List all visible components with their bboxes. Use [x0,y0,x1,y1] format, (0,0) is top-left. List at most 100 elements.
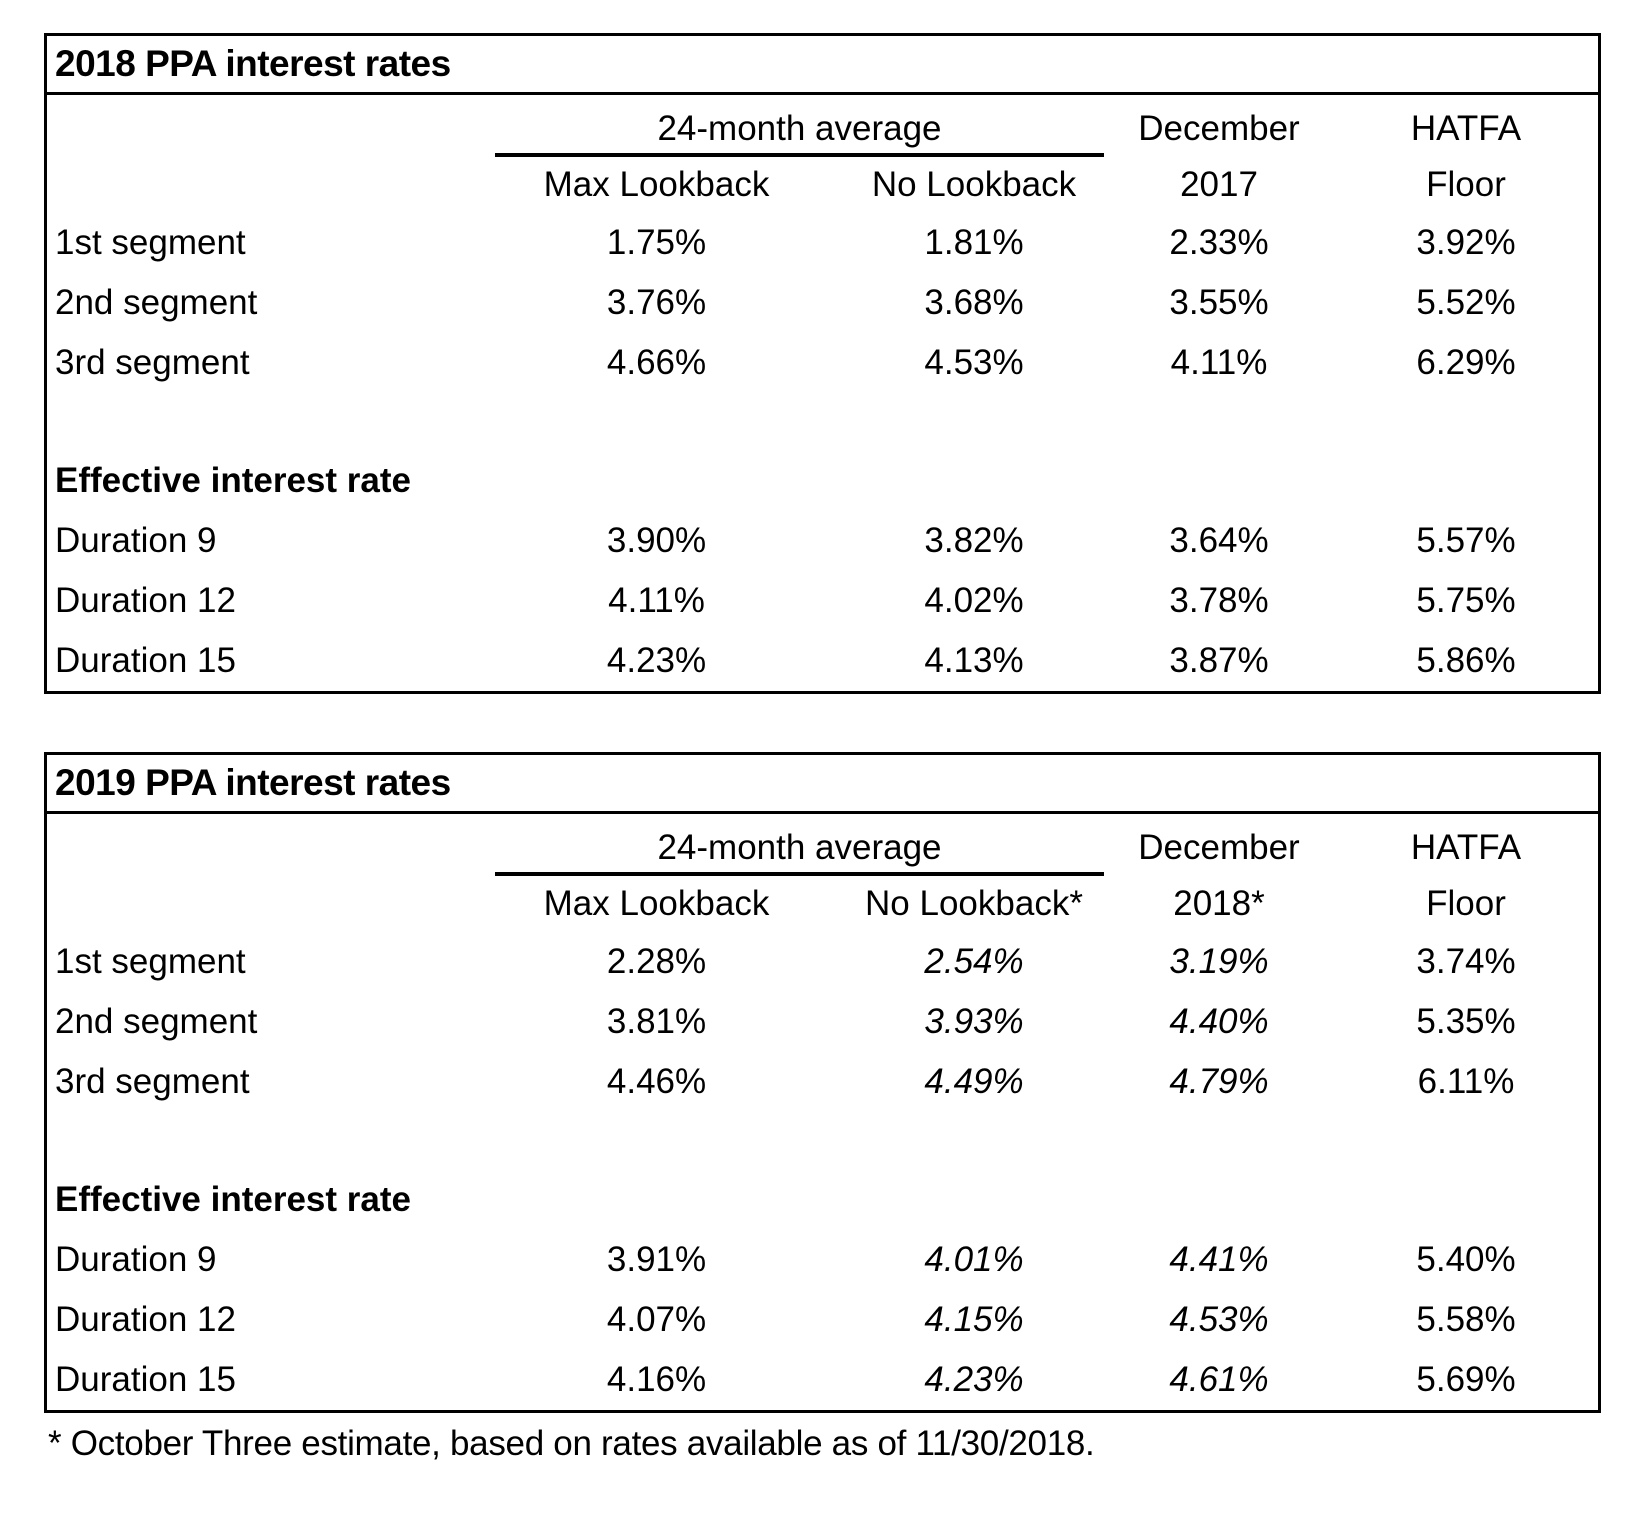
cell-value: 5.35% [1416,1002,1516,1041]
cell-value: 4.13% [924,641,1024,680]
cell-value-estimate: 4.61% [1169,1360,1269,1399]
row-label: Duration 12 [55,581,236,620]
section-header: Effective interest rate [55,1180,411,1219]
cell-value: 3.90% [606,521,707,560]
cell-value-estimate: 4.53% [1169,1300,1269,1339]
col-header-floor: Floor [1426,165,1506,204]
cell-value: 2.28% [606,942,707,981]
spacer-row [47,1112,1598,1170]
cell-value: 4.07% [606,1300,707,1339]
row-label: Duration 12 [55,1300,236,1339]
col-header-december: December [1138,828,1300,867]
cell-value: 5.40% [1416,1240,1516,1279]
cell-value: 3.68% [924,283,1024,322]
cell-value: 3.91% [606,1240,707,1279]
col-header-hatfa: HATFA [1410,828,1522,867]
cell-value: 1.75% [606,223,707,262]
cell-value: 5.57% [1416,521,1516,560]
col-header-floor: Floor [1426,884,1506,923]
cell-value: 3.64% [1169,521,1269,560]
cell-value-estimate: 3.19% [1169,942,1269,981]
ppa-table-2019: 2019 PPA interest rates 24-month average… [44,752,1601,1413]
cell-value: 3.76% [606,283,707,322]
table-row-duration-9: Duration 9 3.90% 3.82% 3.64% 5.57% [47,511,1598,571]
row-label: 2nd segment [55,1002,258,1041]
row-label: Duration 9 [55,521,217,560]
row-label: Duration 15 [55,641,236,680]
cell-value: 4.11% [608,581,705,620]
cell-value: 3.81% [606,1002,707,1041]
cell-value: 4.66% [606,343,707,382]
col-header-no-lookback: No Lookback* [865,884,1083,923]
cell-value: 6.29% [1416,343,1516,382]
col-header-year: 2018* [1173,884,1265,923]
table-row-effective-interest-rate: Effective interest rate [47,451,1598,511]
table-title-2019: 2019 PPA interest rates [47,755,1598,814]
row-label: 1st segment [55,942,246,981]
cell-value: 2.33% [1169,223,1269,262]
cell-value-estimate: 3.93% [924,1002,1024,1041]
cell-value: 5.58% [1416,1300,1516,1339]
row-label: 1st segment [55,223,246,262]
header-row-group: 24-month average December HATFA [47,814,1598,876]
col-header-max-lookback: Max Lookback [543,884,770,923]
cell-value: 3.55% [1169,283,1269,322]
table-row-1st-segment: 1st segment 1.75% 1.81% 2.33% 3.92% [47,213,1598,273]
col-header-no-lookback: No Lookback [871,165,1077,204]
row-label: 3rd segment [55,1062,250,1101]
cell-value: 4.46% [606,1062,707,1101]
cell-value: 1.81% [924,223,1024,262]
cell-value: 4.11% [1170,343,1268,382]
row-label: 2nd segment [55,283,258,322]
header-row-sub: Max Lookback No Lookback* 2018* Floor [47,876,1598,932]
cell-value: 4.23% [606,641,707,680]
table-row-duration-12: Duration 12 4.11% 4.02% 3.78% 5.75% [47,571,1598,631]
cell-value: 3.92% [1416,223,1516,262]
cell-value-estimate: 4.79% [1169,1062,1269,1101]
table-row-3rd-segment: 3rd segment 4.46% 4.49% 4.79% 6.11% [47,1052,1598,1112]
table-row-duration-12: Duration 12 4.07% 4.15% 4.53% 5.58% [47,1290,1598,1350]
row-label: 3rd segment [55,343,250,382]
cell-value: 5.75% [1416,581,1516,620]
cell-value: 4.16% [606,1360,707,1399]
col-header-year: 2017 [1180,165,1258,204]
table-row-duration-15: Duration 15 4.23% 4.13% 3.87% 5.86% [47,631,1598,691]
col-header-hatfa: HATFA [1410,109,1522,148]
section-header: Effective interest rate [55,461,411,500]
cell-value: 6.11% [1417,1062,1515,1101]
row-label: Duration 15 [55,1360,236,1399]
cell-value: 5.86% [1416,641,1516,680]
table-row-3rd-segment: 3rd segment 4.66% 4.53% 4.11% 6.29% [47,333,1598,393]
group-header-24-month-average: 24-month average [495,828,1104,876]
col-header-max-lookback: Max Lookback [543,165,770,204]
header-row-sub: Max Lookback No Lookback 2017 Floor [47,157,1598,213]
footnote: * October Three estimate, based on rates… [48,1424,1095,1463]
cell-value-estimate: 4.01% [924,1240,1024,1279]
table-row-effective-interest-rate: Effective interest rate [47,1170,1598,1230]
cell-value-estimate: 4.40% [1169,1002,1269,1041]
cell-value-estimate: 4.41% [1169,1240,1269,1279]
cell-value: 5.69% [1416,1360,1516,1399]
cell-value-estimate: 4.49% [924,1062,1024,1101]
cell-value: 3.82% [924,521,1024,560]
table-row-1st-segment: 1st segment 2.28% 2.54% 3.19% 3.74% [47,932,1598,992]
cell-value: 3.74% [1416,942,1516,981]
table-title-2018: 2018 PPA interest rates [47,36,1598,95]
table-row-duration-15: Duration 15 4.16% 4.23% 4.61% 5.69% [47,1350,1598,1410]
row-label: Duration 9 [55,1240,217,1279]
spacer-row [47,393,1598,451]
cell-value: 4.53% [924,343,1024,382]
ppa-table-2018: 2018 PPA interest rates 24-month average… [44,33,1601,694]
cell-value: 3.87% [1169,641,1269,680]
cell-value-estimate: 4.23% [924,1360,1024,1399]
table-row-2nd-segment: 2nd segment 3.81% 3.93% 4.40% 5.35% [47,992,1598,1052]
cell-value: 5.52% [1416,283,1516,322]
cell-value-estimate: 2.54% [924,942,1024,981]
group-header-24-month-average: 24-month average [495,109,1104,157]
table-row-2nd-segment: 2nd segment 3.76% 3.68% 3.55% 5.52% [47,273,1598,333]
col-header-december: December [1138,109,1300,148]
cell-value: 4.02% [924,581,1024,620]
cell-value: 3.78% [1169,581,1269,620]
cell-value-estimate: 4.15% [924,1300,1024,1339]
